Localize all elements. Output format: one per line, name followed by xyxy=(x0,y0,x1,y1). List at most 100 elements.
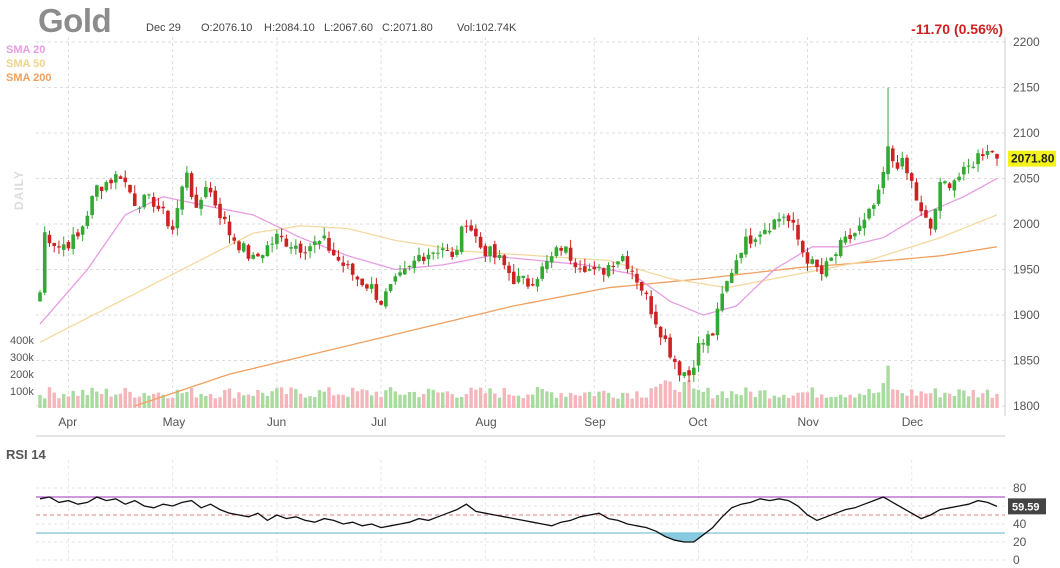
volume-bar xyxy=(388,387,393,408)
price-tick-label: 1950 xyxy=(1013,263,1040,277)
volume-bar xyxy=(611,397,615,408)
volume-bar xyxy=(914,395,919,408)
volume-bar xyxy=(512,395,516,408)
candle-body xyxy=(971,166,976,168)
volume-bar xyxy=(625,393,630,408)
candle-body xyxy=(777,218,781,222)
candle-body xyxy=(966,165,971,167)
candle-body xyxy=(66,242,71,249)
volume-bar xyxy=(118,393,123,408)
candle-body xyxy=(199,199,203,209)
candle-body xyxy=(478,236,483,248)
candle-body xyxy=(497,254,502,259)
candle-body xyxy=(990,150,995,153)
volume-bar xyxy=(521,398,525,408)
candle-body xyxy=(952,180,957,191)
volume-bar xyxy=(715,394,720,408)
volume-bar xyxy=(782,394,786,408)
volume-bar xyxy=(649,388,653,408)
candle-body xyxy=(331,249,336,256)
volume-bar xyxy=(535,387,540,408)
volume-bar xyxy=(734,394,739,408)
volume-bar xyxy=(554,398,559,408)
volume-bar xyxy=(128,391,132,408)
volume-bar xyxy=(701,391,705,408)
volume-bar xyxy=(161,394,165,408)
volume-bar xyxy=(242,395,246,408)
last-price-tag xyxy=(1008,150,1056,167)
volume-bar xyxy=(758,390,762,408)
candle-body xyxy=(38,292,42,302)
candle-body xyxy=(114,174,118,183)
volume-bar xyxy=(635,391,639,408)
candle-body xyxy=(251,254,255,259)
candle-body xyxy=(829,257,833,261)
candle-body xyxy=(838,239,843,257)
volume-bar xyxy=(952,395,957,408)
candle-body xyxy=(47,234,52,244)
price-tick-label: 1800 xyxy=(1013,399,1040,413)
candle-body xyxy=(587,268,592,271)
volume-bar xyxy=(384,390,388,408)
volume-bar xyxy=(971,389,976,408)
volume-bar xyxy=(867,388,871,408)
candle-body xyxy=(658,326,663,338)
volume-bar xyxy=(900,393,904,408)
candle-body xyxy=(900,157,905,167)
volume-bar xyxy=(663,380,668,408)
interval-label: DAILY xyxy=(12,170,26,210)
volume-bar xyxy=(872,393,876,408)
volume-bar xyxy=(943,392,947,408)
volume-bar xyxy=(938,397,942,408)
price-grid xyxy=(36,37,1005,560)
candle-body xyxy=(507,265,511,273)
volume-bar xyxy=(564,396,568,408)
candle-body xyxy=(322,235,327,239)
volume-bar xyxy=(497,397,502,408)
month-label: Dec xyxy=(902,415,923,429)
candle-body xyxy=(42,232,47,293)
volume-bar xyxy=(189,387,194,408)
candle-body xyxy=(294,245,298,249)
candle-body xyxy=(578,268,582,270)
candle-body xyxy=(417,255,421,262)
volume-bar xyxy=(578,395,582,408)
volume-bar xyxy=(123,388,127,408)
volume-bar xyxy=(895,389,900,408)
candle-body xyxy=(336,256,341,261)
volume-bar xyxy=(829,396,833,408)
candle-body xyxy=(938,182,942,211)
candle-body xyxy=(317,240,322,245)
last-price-label: 2071.80 xyxy=(1011,152,1055,166)
candle-body xyxy=(327,237,331,251)
volume-bar xyxy=(61,394,66,408)
candle-body xyxy=(436,252,440,254)
volume-bar xyxy=(464,394,469,408)
low-value: L:2067.60 xyxy=(324,22,373,34)
volume-bar xyxy=(38,394,42,408)
candle-body xyxy=(218,203,222,219)
candle-body xyxy=(393,276,398,282)
volume-bar xyxy=(592,396,597,408)
candle-body xyxy=(123,177,128,183)
volume-bar xyxy=(744,387,748,408)
candle-body xyxy=(180,186,184,210)
volume-bar xyxy=(204,395,208,408)
volume-bar xyxy=(597,391,601,408)
volume-bar xyxy=(616,398,620,408)
date-label: Dec 29 xyxy=(146,22,181,34)
volume-bar xyxy=(919,391,923,408)
candle-body xyxy=(691,367,696,375)
volume-bar xyxy=(748,391,753,408)
volume-bar xyxy=(673,389,677,408)
candle-body xyxy=(995,153,999,159)
candle-body xyxy=(502,255,507,266)
candle-body xyxy=(132,193,137,206)
candle-body xyxy=(137,207,142,209)
candle-body xyxy=(668,337,672,358)
candle-body xyxy=(185,172,189,188)
volume-bar xyxy=(947,393,952,408)
candle-body xyxy=(246,245,251,259)
volume-bar xyxy=(95,391,99,408)
